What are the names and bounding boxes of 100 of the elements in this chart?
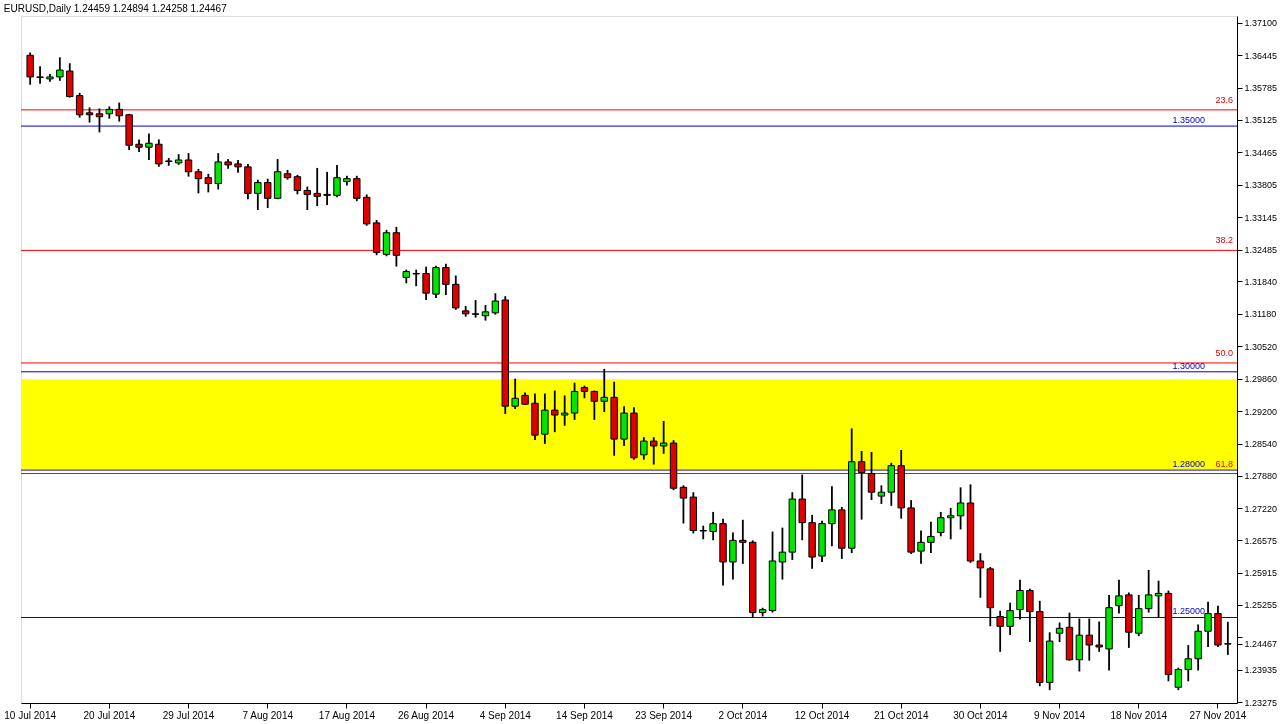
x-tick-label: 17 Aug 2014 xyxy=(318,709,376,721)
candlestick xyxy=(729,532,737,580)
candlestick xyxy=(95,108,104,133)
y-tick-label: 1.29200 xyxy=(1244,406,1278,417)
y-tick-label: 1.29860 xyxy=(1244,374,1278,385)
y-tick-label: 1.26575 xyxy=(1244,535,1278,546)
candlestick xyxy=(1174,667,1183,691)
y-tick-label: 1.27220 xyxy=(1244,503,1278,514)
annotation: 38.2 xyxy=(1215,235,1233,246)
y-tick-label: 1.25255 xyxy=(1244,600,1278,611)
candlestick xyxy=(313,167,321,207)
y-tick-label: 1.33805 xyxy=(1244,180,1278,191)
y-tick-label: 1.25915 xyxy=(1244,568,1278,579)
candlestick xyxy=(165,158,173,166)
candlestick xyxy=(709,511,717,541)
candlestick xyxy=(650,437,658,465)
x-tick-label: 2 Oct 2014 xyxy=(718,709,768,721)
x-tick-label: 27 Nov 2014 xyxy=(1189,709,1247,721)
candlestick xyxy=(264,178,272,209)
candlestick xyxy=(551,390,559,433)
x-tick-label: 26 Aug 2014 xyxy=(398,709,455,721)
candlestick xyxy=(184,153,193,177)
y-tick-label: 1.36445 xyxy=(1244,50,1278,61)
candlestick xyxy=(145,133,153,160)
x-tick-label: 23 Sep 2014 xyxy=(635,709,693,721)
candlestick xyxy=(699,525,707,540)
y-tick-label: 1.33145 xyxy=(1244,212,1278,223)
candlestick xyxy=(1115,579,1123,614)
x-tick-label: 9 Nov 2014 xyxy=(1034,709,1086,721)
y-tick-label: 1.24467 xyxy=(1244,639,1278,650)
candlestick xyxy=(1154,580,1163,618)
ref-line-label: 1.28000 xyxy=(1172,459,1205,470)
ref-line-label: 1.35000 xyxy=(1172,115,1205,126)
candlestick xyxy=(511,378,519,410)
candlestick xyxy=(1184,645,1192,682)
y-tick-label: 1.35785 xyxy=(1244,83,1278,93)
candlestick xyxy=(1144,569,1153,613)
candlestick xyxy=(303,186,312,211)
annotation: 23.6 xyxy=(1215,94,1233,105)
candlestick xyxy=(56,57,64,81)
candlestick xyxy=(1026,588,1034,642)
candlestick xyxy=(927,521,935,554)
candlestick xyxy=(937,511,945,537)
y-tick-label: 1.34465 xyxy=(1244,147,1278,158)
candlestick xyxy=(640,437,648,460)
candlestick xyxy=(679,485,688,524)
x-tick-label: 14 Sep 2014 xyxy=(556,709,614,721)
candlestick xyxy=(590,390,599,420)
candlestick xyxy=(1016,579,1024,620)
ref-line-label: 1.25000 xyxy=(1172,606,1205,617)
candlestick xyxy=(26,52,34,85)
y-tick-label: 1.28540 xyxy=(1244,439,1278,450)
y-tick-label: 1.31840 xyxy=(1244,276,1278,287)
y-tick-label: 1.23275 xyxy=(1244,697,1278,708)
candlestick xyxy=(333,164,341,198)
y-tick-label: 1.31180 xyxy=(1244,309,1277,320)
annotation: 50.0 xyxy=(1215,347,1233,358)
candlestick xyxy=(570,382,579,420)
x-tick-label: 20 Jul 2014 xyxy=(83,709,136,721)
y-tick-label: 1.37100 xyxy=(1244,18,1278,29)
candlestick xyxy=(778,527,787,580)
annotation: 61.8 xyxy=(1215,458,1233,469)
candlestick xyxy=(422,266,430,300)
candlestick xyxy=(560,395,569,426)
candlestick xyxy=(867,451,876,500)
candlestick xyxy=(452,275,460,310)
candlestick xyxy=(1006,602,1014,636)
candlestick xyxy=(946,507,955,540)
candlestick xyxy=(1085,618,1093,661)
y-tick-label: 1.27880 xyxy=(1244,471,1278,482)
y-tick-label: 1.30520 xyxy=(1244,341,1278,352)
candlestick xyxy=(1095,621,1103,652)
candlestick xyxy=(1224,621,1232,655)
candlestick xyxy=(917,530,925,564)
candlestick xyxy=(828,486,836,547)
candlestick xyxy=(1204,601,1212,647)
candlestick xyxy=(382,229,391,257)
x-tick-label: 7 Aug 2014 xyxy=(242,709,294,721)
candlestick xyxy=(155,139,163,167)
x-tick-label: 18 Nov 2014 xyxy=(1110,709,1168,721)
x-tick-label: 10 Jul 2014 xyxy=(4,709,57,721)
y-tick-label: 1.32485 xyxy=(1244,245,1278,256)
candlestick xyxy=(976,553,985,598)
candlestick xyxy=(323,171,331,206)
candlestick xyxy=(194,168,203,194)
candlestick xyxy=(857,450,866,520)
x-tick-label: 12 Oct 2014 xyxy=(794,709,850,721)
candlestick xyxy=(442,263,450,296)
candlestick xyxy=(996,610,1004,652)
candlestick xyxy=(36,66,44,84)
chart-title: EURUSD,Daily 1.24459 1.24894 1.24258 1.24467 xyxy=(3,3,228,14)
candlestick xyxy=(392,226,401,267)
candlestick xyxy=(412,269,420,287)
candlestick xyxy=(600,368,608,412)
candlestick xyxy=(956,487,965,530)
y-tick-label: 1.35125 xyxy=(1244,115,1278,126)
candlestick xyxy=(75,92,84,118)
candlestick xyxy=(739,519,747,564)
x-tick-label: 4 Sep 2014 xyxy=(479,709,532,721)
candlestick xyxy=(353,175,361,202)
